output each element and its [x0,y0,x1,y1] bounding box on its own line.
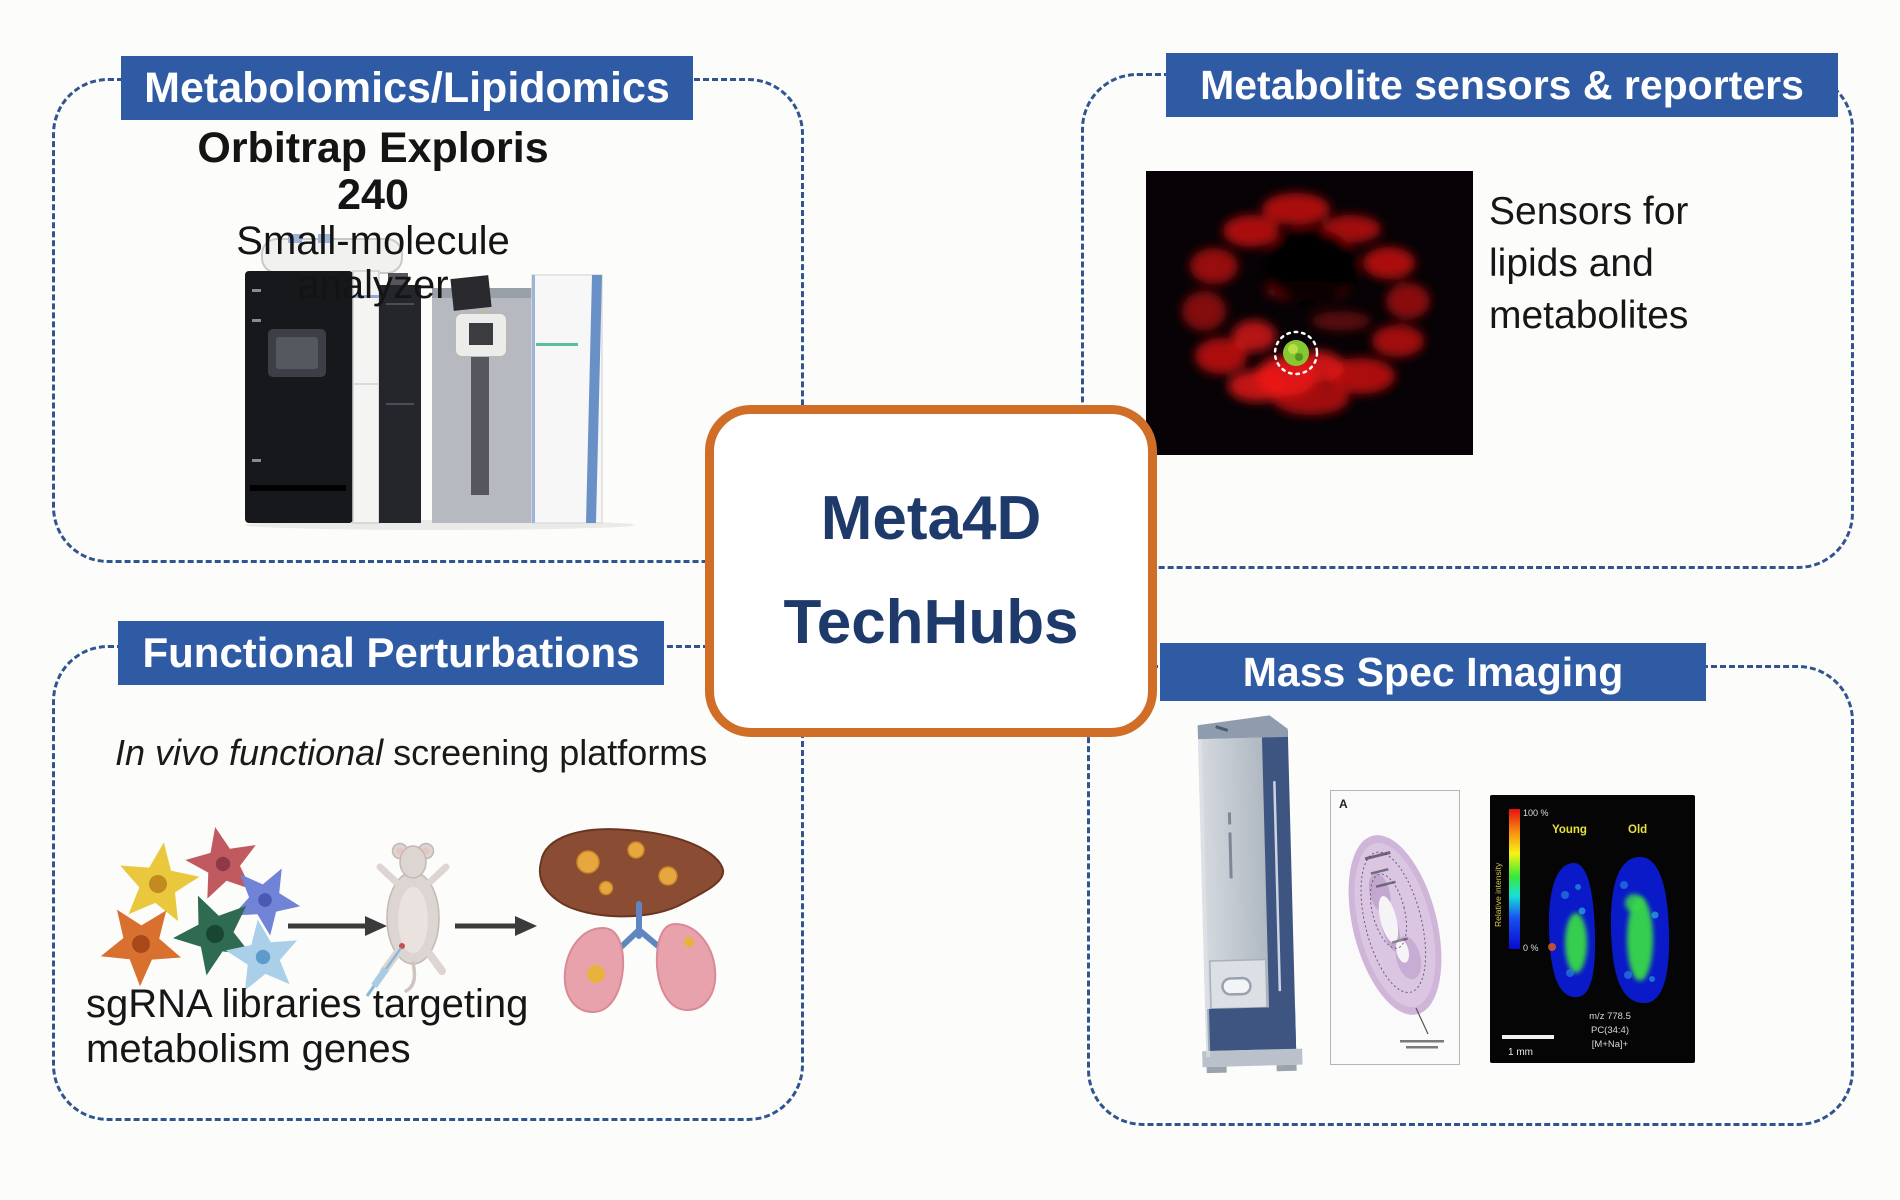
panel-title-perturbations: Functional Perturbations [118,621,664,685]
sgrna-caption: sgRNA libraries targeting metabolism gen… [86,982,646,1072]
arrow-right-icon [288,916,387,936]
colorbar-min-label: 0 % [1523,943,1539,953]
panel-title-imaging: Mass Spec Imaging [1160,643,1706,701]
dotted-circle-marker [1273,330,1319,376]
panel-perturbations: Functional Perturbations In vivo functio… [52,621,804,1121]
syringe-icon [365,947,403,997]
sensors-caption: Sensors for lipids and metabolites [1489,186,1829,342]
young-kidney-heatmap [1548,862,1596,998]
old-kidney-heatmap [1610,856,1670,1004]
organs-icon [538,828,725,1014]
sensors-caption-line1: Sensors for [1489,190,1689,233]
colorbar [1509,809,1520,949]
mz-annotation-line2: PC(34:4) [1591,1025,1629,1036]
lcms-instrument-image [240,233,645,531]
colorbar-axis-label: Relative intensity [1493,862,1503,927]
sensors-caption-line2: lipids and [1489,242,1654,285]
mz-annotation-line3: [M+Na]+ [1592,1039,1629,1050]
perturbations-intro-regular: screening platforms [383,732,708,773]
msi-heatmap-image: 100 % 0 % Relative intensity Young Old [1490,795,1695,1063]
cell-library-icon [84,820,312,995]
panel-title-metabolomics: Metabolomics/Lipidomics [121,56,693,120]
perturbations-intro-italic: In vivo functional [115,732,384,773]
sgrna-caption-line1: sgRNA libraries targeting [86,982,529,1026]
instrument-sub-line2: analyzer [297,263,449,307]
histology-panel-label: A [1339,797,1348,811]
instrument-sub-line1: Small-molecule [236,219,510,263]
panel-sensors: Metabolite sensors & reporters [1081,53,1854,569]
panel-imaging: Mass Spec Imaging [1087,643,1854,1126]
perturbations-intro: In vivo functional screening platforms [115,732,755,774]
hub-title-line1: Meta4D [820,484,1042,553]
instrument-name-line2: 240 [337,171,409,219]
imaging-instrument-image [1186,712,1306,1080]
group-label-young: Young [1552,824,1587,836]
fluorescence-cell-image [1146,171,1473,455]
scale-bar [1502,1035,1554,1039]
mz-annotation-line1: m/z 778.5 [1589,1011,1631,1022]
right-lung-shape [655,922,717,1012]
sgrna-caption-line2: metabolism genes [86,1027,411,1071]
liver-shape [538,828,725,918]
screening-workflow-image [83,820,743,1025]
trachea-shape [617,901,661,951]
panel-title-sensors: Metabolite sensors & reporters [1166,53,1838,117]
mouse-icon [365,842,450,997]
group-label-old: Old [1628,824,1647,836]
panel-metabolomics: Metabolomics/Lipidomics Orbitrap Explori… [52,56,804,563]
center-hub-card: Meta4D TechHubs [705,405,1157,737]
scale-bar-label: 1 mm [1508,1047,1533,1058]
metabolomics-heading: Orbitrap Exploris 240 Small-molecule ana… [93,124,653,308]
sensors-caption-line3: metabolites [1489,294,1689,337]
hub-title-line2: TechHubs [783,588,1079,657]
histology-section-image: A [1330,790,1460,1065]
instrument-name-line1: Orbitrap Exploris [197,124,549,172]
colorbar-max-label: 100 % [1523,808,1549,818]
arrow-right-icon-2 [455,916,537,936]
